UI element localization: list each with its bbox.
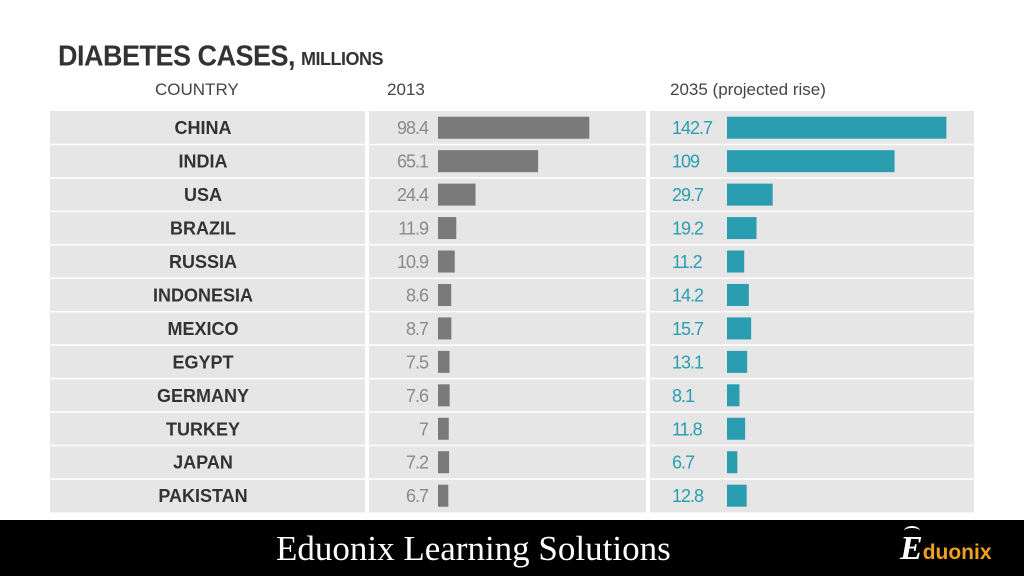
bar-2013: [438, 150, 539, 173]
value-label-2013: 65.1: [397, 152, 429, 172]
bar-2013: [438, 183, 476, 206]
chart-title-main: DIABETES CASES,: [58, 40, 296, 72]
value-label-2035: 6.7: [672, 453, 695, 473]
country-label: INDIA: [179, 152, 228, 172]
country-label: BRAZIL: [170, 219, 236, 239]
diabetes-bar-chart: CHINA 98.4 142.7 INDIA 65.1 109 USA 24.4 29.7 BRA…: [50, 111, 974, 513]
country-label: USA: [184, 185, 222, 205]
value-label-2013: 6.7: [406, 486, 429, 506]
bar-2035: [727, 116, 947, 139]
bar-2035: [727, 417, 746, 440]
value-label-2013: 98.4: [397, 118, 429, 138]
eduonix-logo: Eduonix: [900, 526, 992, 570]
bar-2013: [438, 484, 449, 507]
column-header-2013: 2013: [387, 80, 425, 99]
country-label: PAKISTAN: [158, 486, 247, 506]
bar-2035: [727, 183, 773, 206]
logo-text: duonix: [922, 541, 992, 564]
bar-2035: [727, 217, 757, 240]
value-label-2035: 19.2: [672, 219, 704, 239]
country-label: EGYPT: [172, 352, 233, 372]
value-label-2013: 7: [419, 419, 429, 439]
value-label-2035: 13.1: [672, 352, 704, 372]
bar-2035: [727, 317, 752, 340]
value-label-2035: 11.8: [672, 419, 703, 439]
bar-2013: [438, 116, 590, 139]
bar-2013: [438, 384, 450, 407]
column-header-country: COUNTRY: [155, 80, 239, 99]
bar-2035: [727, 150, 895, 173]
value-label-2013: 7.2: [406, 453, 429, 473]
bar-2013: [438, 283, 452, 306]
value-label-2035: 15.7: [672, 319, 704, 339]
value-label-2035: 11.2: [672, 252, 703, 272]
value-label-2035: 142.7: [672, 118, 713, 138]
country-label: RUSSIA: [169, 252, 237, 272]
country-label: MEXICO: [167, 319, 238, 339]
logo-initial: E: [900, 530, 923, 567]
value-label-2035: 8.1: [672, 386, 695, 406]
value-label-2013: 7.6: [406, 386, 429, 406]
logo-hat-icon: [904, 526, 920, 536]
footer-title: Eduonix Learning Solutions: [276, 529, 671, 568]
value-label-2013: 11.9: [398, 219, 429, 239]
country-label: CHINA: [175, 118, 232, 138]
bar-2013: [438, 317, 452, 340]
value-label-2035: 12.8: [672, 486, 704, 506]
value-label-2035: 29.7: [672, 185, 704, 205]
country-label: TURKEY: [166, 419, 240, 439]
country-label: INDONESIA: [153, 285, 253, 305]
bar-2013: [438, 350, 450, 373]
chart-title-unit: MILLIONS: [301, 49, 384, 69]
value-label-2035: 109: [672, 152, 700, 172]
bar-2013: [438, 417, 449, 440]
bar-2035: [727, 250, 745, 273]
bar-2013: [438, 451, 450, 474]
value-label-2035: 14.2: [672, 285, 704, 305]
bar-2013: [438, 217, 457, 240]
chart-title: DIABETES CASES, MILLIONS: [58, 36, 384, 73]
bar-2035: [727, 384, 740, 407]
value-label-2013: 7.5: [406, 352, 429, 372]
bar-2035: [727, 451, 738, 474]
bar-2035: [727, 350, 748, 373]
footer-bar: Eduonix Learning Solutions Eduonix: [0, 520, 1024, 576]
value-label-2013: 10.9: [397, 252, 429, 272]
value-label-2013: 8.6: [406, 285, 429, 305]
bar-2013: [438, 250, 455, 273]
country-label: JAPAN: [173, 453, 233, 473]
column-header-2035: 2035 (projected rise): [670, 80, 826, 99]
country-label: GERMANY: [157, 386, 249, 406]
bar-2035: [727, 484, 747, 507]
value-label-2013: 24.4: [397, 185, 429, 205]
value-label-2013: 8.7: [406, 319, 429, 339]
bar-2035: [727, 283, 749, 306]
